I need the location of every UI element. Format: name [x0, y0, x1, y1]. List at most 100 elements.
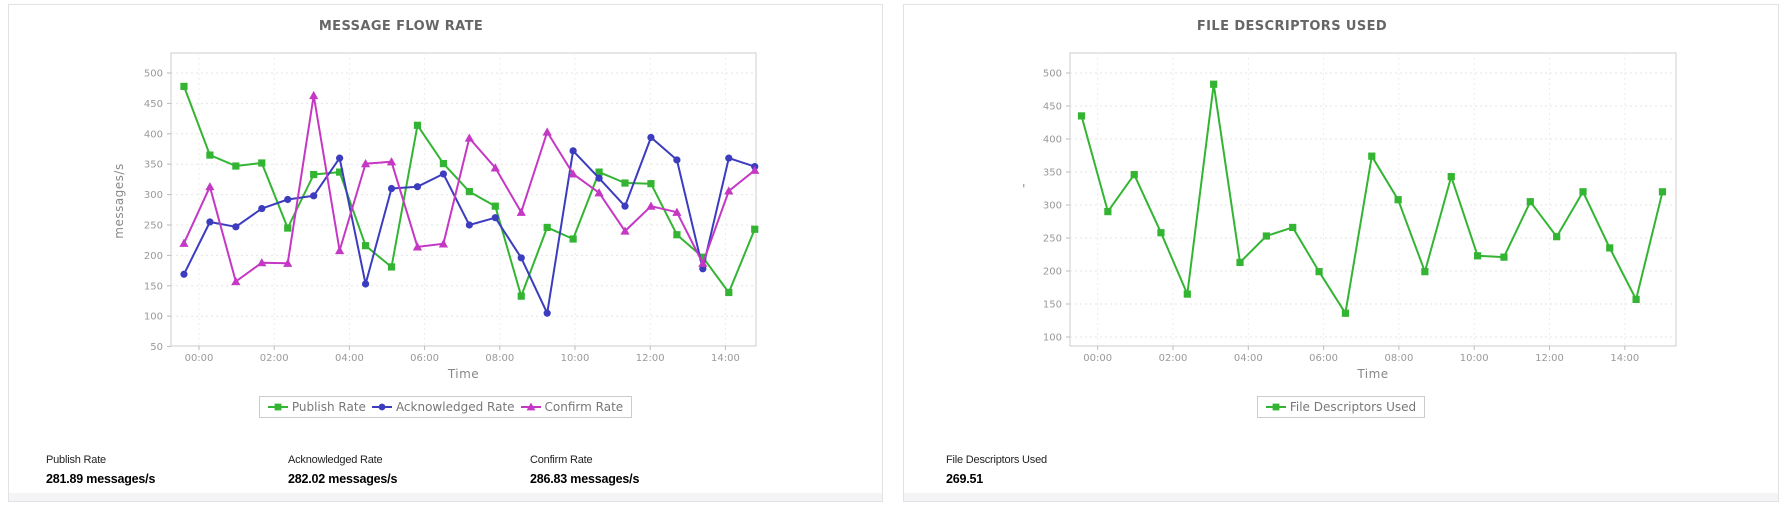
data-point-circle	[465, 221, 473, 229]
y-tick-label: 200	[1043, 267, 1062, 278]
stat-label: Publish Rate	[46, 454, 106, 466]
stat-label: Confirm Rate	[530, 454, 593, 466]
data-point-circle	[378, 403, 386, 411]
data-point-triangle	[542, 127, 552, 136]
data-point-square	[1130, 171, 1138, 179]
legend-item-file-descriptors-used: File Descriptors Used	[1265, 400, 1417, 414]
data-point-square	[1210, 80, 1218, 88]
legend-item-publish-rate: Publish Rate	[267, 400, 366, 414]
y-tick-label: 300	[1043, 201, 1062, 212]
data-point-circle	[647, 133, 655, 142]
stat-block: Acknowledged Rate 282.02 messages/s	[288, 454, 530, 486]
data-point-square	[751, 225, 759, 233]
stat-block: Publish Rate 281.89 messages/s	[46, 454, 288, 486]
x-tick-label: 10:00	[561, 353, 590, 364]
data-point-square	[232, 162, 240, 170]
data-point-square	[1262, 232, 1270, 240]
data-point-square	[1500, 253, 1508, 261]
data-point-square	[647, 180, 655, 188]
data-point-triangle	[526, 402, 535, 411]
data-point-circle	[387, 184, 396, 193]
data-point-square	[1289, 223, 1297, 232]
x-tick-label: 06:00	[410, 353, 439, 364]
plot-border	[170, 52, 757, 347]
y-tick-label: 400	[144, 129, 163, 140]
data-point-triangle	[283, 258, 293, 267]
y-tick-label: 500	[1043, 69, 1062, 80]
data-point-circle	[310, 192, 318, 200]
stats-row: Publish Rate 281.89 messages/s Acknowledge…	[46, 454, 772, 486]
y-tick-label: 100	[1043, 333, 1062, 344]
x-tick-label: 14:00	[1610, 353, 1639, 364]
data-point-square	[336, 168, 344, 176]
x-tick-label: 10:00	[1460, 353, 1489, 364]
data-point-square	[180, 82, 188, 90]
data-point-square	[1077, 112, 1086, 120]
data-point-square	[1368, 152, 1376, 160]
y-tick-label: 350	[1043, 168, 1062, 179]
data-point-triangle	[309, 90, 319, 100]
data-point-square	[491, 202, 499, 210]
data-point-circle	[180, 270, 188, 278]
y-tick-label: 450	[1043, 102, 1062, 113]
plot-border	[1069, 52, 1677, 347]
circle-marker-icon	[371, 403, 392, 411]
x-tick-label: 14:00	[711, 353, 740, 364]
data-point-circle	[725, 154, 733, 162]
x-tick-label: 06:00	[1309, 353, 1338, 364]
data-point-circle	[673, 156, 681, 164]
stat-value: 269.51	[946, 472, 984, 486]
legend: File Descriptors Used	[904, 396, 1778, 418]
legend-label: File Descriptors Used	[1289, 400, 1417, 414]
data-point-circle	[439, 170, 447, 178]
data-point-triangle	[438, 239, 448, 248]
data-point-square	[274, 403, 282, 411]
data-point-circle	[621, 202, 629, 210]
stat-value: 286.83 messages/s	[530, 472, 640, 486]
data-point-square	[1447, 173, 1455, 181]
legend-box: Publish Rate Acknowledged Rate Confirm Rat…	[258, 396, 633, 418]
data-point-square	[439, 159, 447, 168]
y-axis-label: '	[1022, 182, 1026, 196]
y-tick-label: 150	[1043, 300, 1062, 311]
legend-label: Publish Rate	[291, 400, 366, 414]
footer-strip	[904, 493, 1778, 501]
x-axis-label: Time	[1356, 367, 1388, 381]
triangle-marker-icon	[520, 402, 541, 411]
data-point-square	[725, 288, 733, 297]
data-point-square	[543, 223, 551, 232]
stat-block: File Descriptors Used 269.51	[946, 454, 1188, 486]
data-point-triangle	[335, 245, 345, 255]
data-point-triangle	[698, 258, 708, 267]
x-tick-label: 08:00	[1384, 353, 1413, 364]
x-tick-label: 04:00	[1234, 353, 1263, 364]
data-point-circle	[569, 147, 577, 155]
data-point-square	[1341, 309, 1350, 317]
data-point-circle	[595, 174, 603, 182]
data-point-square	[1315, 268, 1323, 276]
data-point-triangle	[620, 226, 630, 235]
data-point-square	[1236, 258, 1244, 267]
x-tick-label: 12:00	[1535, 353, 1564, 364]
data-point-square	[1579, 188, 1587, 196]
square-marker-icon	[1265, 403, 1286, 411]
message-flow-rate-chart: 50 100 150 200 250 300 350 400 450 500 00:00 02:00 0…	[112, 19, 760, 381]
x-tick-label: 04:00	[335, 353, 364, 364]
legend-label: Acknowledged Rate	[395, 400, 515, 414]
y-tick-label: 300	[144, 190, 163, 201]
data-point-triangle	[724, 186, 734, 195]
data-point-square	[465, 187, 473, 196]
data-point-square	[517, 292, 525, 300]
chart-title: FILE DESCRIPTORS USED	[1197, 19, 1387, 34]
x-tick-label: 00:00	[185, 353, 214, 364]
data-point-circle	[491, 214, 499, 222]
data-point-square	[1183, 290, 1191, 298]
stat-value: 281.89 messages/s	[46, 472, 156, 486]
stat-value: 282.02 messages/s	[288, 472, 398, 486]
data-point-square	[284, 224, 292, 232]
data-point-circle	[336, 154, 344, 162]
data-point-triangle	[646, 201, 656, 210]
y-tick-label: 450	[144, 99, 163, 110]
stat-label: Acknowledged Rate	[288, 454, 383, 466]
